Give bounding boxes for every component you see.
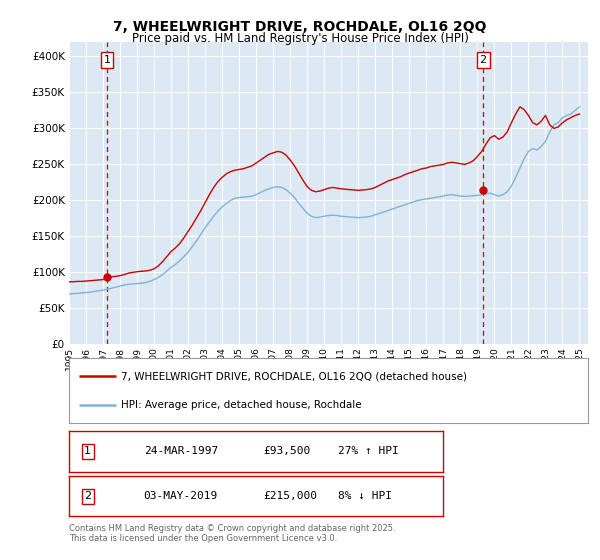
Text: 8% ↓ HPI: 8% ↓ HPI	[338, 491, 392, 501]
Text: HPI: Average price, detached house, Rochdale: HPI: Average price, detached house, Roch…	[121, 400, 362, 410]
Text: Price paid vs. HM Land Registry's House Price Index (HPI): Price paid vs. HM Land Registry's House …	[131, 32, 469, 45]
Text: 27% ↑ HPI: 27% ↑ HPI	[338, 446, 399, 456]
Text: 1: 1	[84, 446, 91, 456]
Text: 2: 2	[84, 491, 91, 501]
Text: £215,000: £215,000	[263, 491, 317, 501]
Text: £93,500: £93,500	[263, 446, 311, 456]
Text: 03-MAY-2019: 03-MAY-2019	[144, 491, 218, 501]
Text: 2: 2	[479, 55, 487, 65]
Text: Contains HM Land Registry data © Crown copyright and database right 2025.
This d: Contains HM Land Registry data © Crown c…	[69, 524, 395, 543]
Text: 7, WHEELWRIGHT DRIVE, ROCHDALE, OL16 2QQ (detached house): 7, WHEELWRIGHT DRIVE, ROCHDALE, OL16 2QQ…	[121, 371, 467, 381]
Text: 24-MAR-1997: 24-MAR-1997	[144, 446, 218, 456]
Text: 1: 1	[103, 55, 110, 65]
Text: 7, WHEELWRIGHT DRIVE, ROCHDALE, OL16 2QQ: 7, WHEELWRIGHT DRIVE, ROCHDALE, OL16 2QQ	[113, 20, 487, 34]
